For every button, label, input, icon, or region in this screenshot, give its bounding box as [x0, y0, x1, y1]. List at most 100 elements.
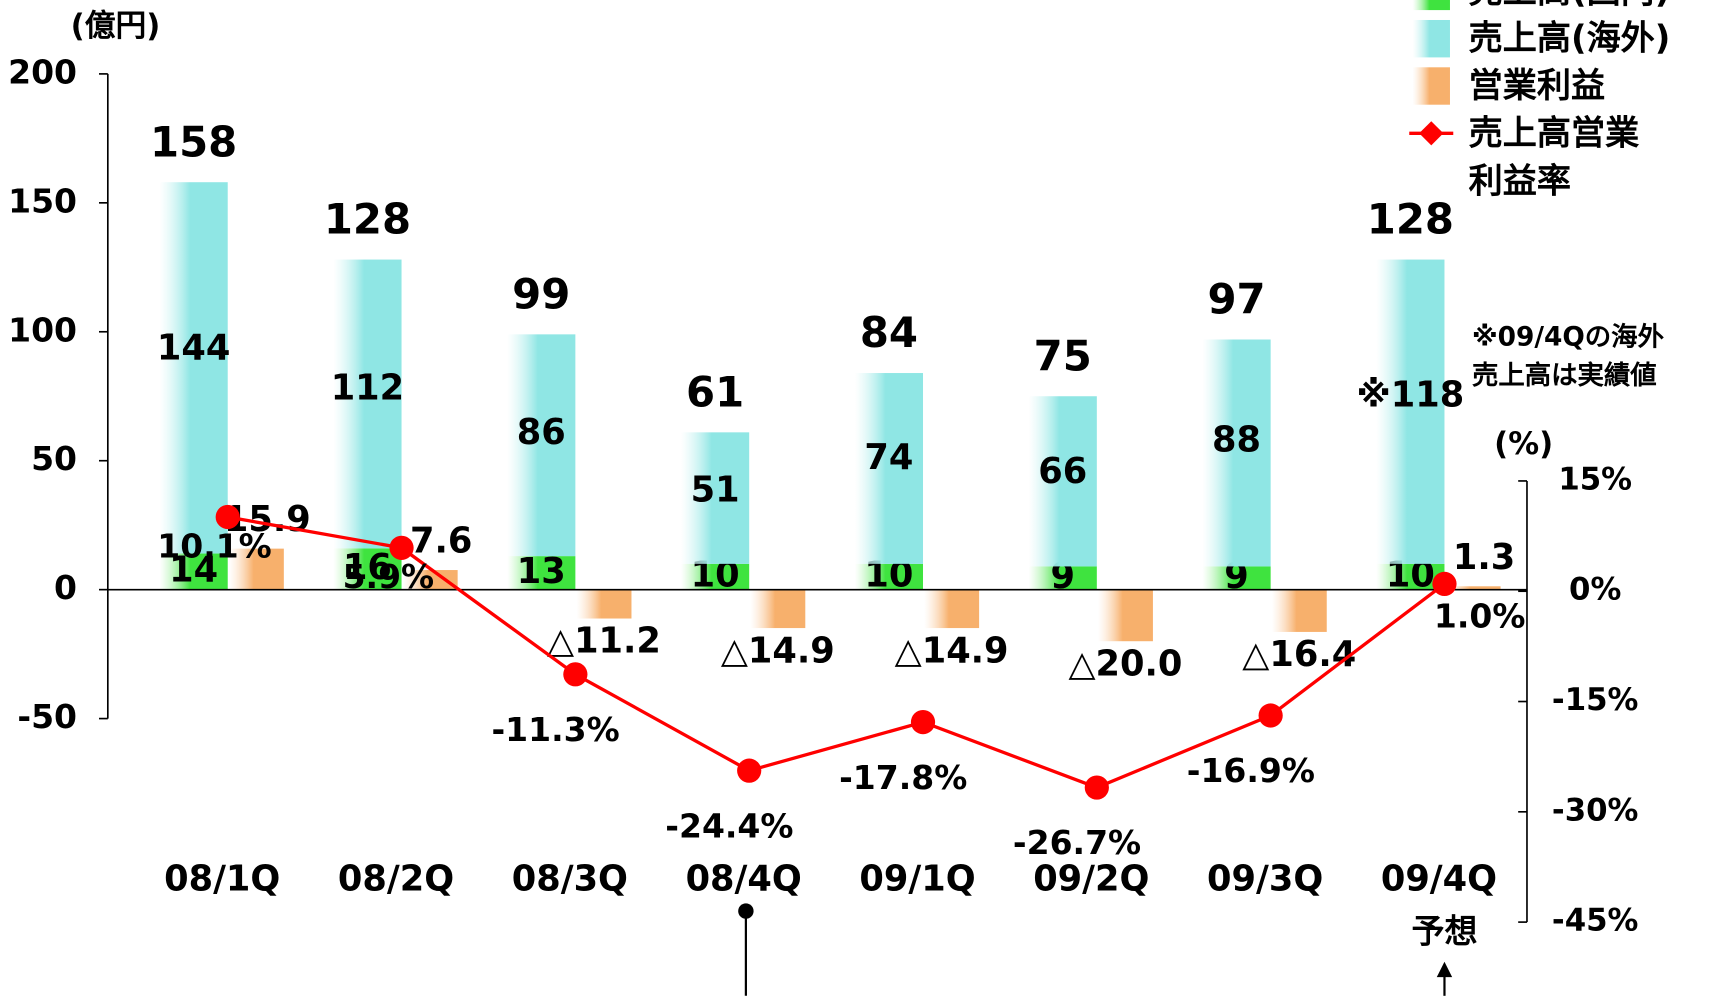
value-label: 74: [864, 437, 913, 478]
x-tick-label: 09/1Q: [859, 858, 975, 899]
total-label: 128: [1367, 195, 1454, 244]
value-label: △16.4: [1242, 634, 1356, 675]
value-label: 88: [1212, 420, 1261, 461]
value-label: 144: [157, 327, 230, 368]
bar-segment: [507, 334, 576, 557]
line-marker: [215, 504, 240, 530]
total-label: 158: [150, 117, 237, 166]
y2-tick-label: -15%: [1552, 682, 1639, 718]
line-marker: [389, 535, 414, 560]
bar: [750, 589, 806, 629]
value-label: 66: [1038, 451, 1087, 492]
bar: [1271, 589, 1327, 632]
value-label: △11.2: [547, 621, 661, 662]
y2-tick-label: -45%: [1552, 903, 1639, 939]
legend-item: 営業利益: [1468, 66, 1606, 106]
total-label: 128: [324, 195, 411, 244]
value-label: 1.3: [1453, 537, 1515, 578]
y2-tick-label: 15%: [1558, 461, 1632, 497]
value-label: -26.7%: [1013, 823, 1141, 862]
value-label: 5.9%: [343, 557, 435, 596]
line-marker: [737, 758, 762, 783]
bar-segment: [333, 259, 402, 549]
legend-label: 売上高営業利益率: [1468, 113, 1640, 202]
value-label: -16.9%: [1187, 751, 1315, 790]
bar-segment: [680, 432, 750, 564]
y-tick-label: 200: [8, 52, 77, 91]
value-label: 14: [169, 550, 218, 591]
legend-swatch: [1412, 0, 1450, 11]
total-label: 84: [860, 308, 918, 357]
bar-segment: [1202, 339, 1271, 567]
value-label: 112: [331, 368, 404, 409]
bar: [228, 548, 284, 590]
value-label: ※118: [1357, 374, 1465, 415]
x-tick-label: 08/1Q: [164, 858, 280, 899]
bar: [1445, 586, 1501, 590]
annotation: 売上高は実績値: [1472, 360, 1657, 391]
value-label: △14.9: [895, 630, 1009, 671]
unit-label: (億円): [71, 8, 161, 44]
total-label: 75: [1034, 331, 1092, 380]
y2-tick-label: -30%: [1552, 792, 1639, 828]
bar: [924, 589, 980, 629]
bar-segment: [159, 182, 228, 554]
bar: [576, 589, 632, 619]
value-label: 7.6: [410, 521, 472, 562]
value-label: 1.0%: [1434, 596, 1526, 635]
legend-item: 売上高(海外): [1468, 18, 1671, 59]
value-label: -24.4%: [665, 806, 793, 845]
bar-segment: [854, 373, 924, 564]
bar-segment: [1202, 566, 1271, 590]
y-tick-label: 100: [8, 310, 77, 349]
y-tick-label: 50: [31, 439, 77, 478]
bar: [402, 570, 458, 590]
bar-segment: [1028, 396, 1097, 567]
legend-item: 売上高営業利益率: [1468, 113, 1640, 202]
value-label: 16: [343, 547, 392, 588]
arrow-head: [1436, 961, 1453, 978]
total-label: 99: [512, 269, 570, 318]
y-tick-label: 150: [8, 181, 77, 220]
x-tick-label: 09/4Q: [1381, 858, 1497, 899]
y2-tick-label: 0%: [1569, 572, 1621, 608]
bar: [1097, 589, 1153, 642]
value-label: 10.1%: [157, 526, 272, 565]
bar-segment: [333, 548, 402, 590]
value-label: △14.9: [721, 630, 835, 671]
legend-swatch: [1412, 19, 1450, 58]
bar-segment: [507, 556, 576, 590]
annotation: ※09/4Qの海外: [1472, 321, 1665, 352]
legend-marker: [1419, 121, 1444, 146]
forecast-label: 予想: [1411, 912, 1477, 951]
line-marker: [563, 662, 588, 687]
y-tick-label: -50: [17, 697, 77, 736]
value-label: 51: [691, 470, 740, 511]
line-marker: [910, 710, 936, 735]
line-marker: [1084, 775, 1109, 800]
bar-segment: [1028, 566, 1097, 590]
bar-segment: [680, 563, 750, 590]
x-tick-label: 08/2Q: [338, 858, 454, 899]
line: [227, 515, 1446, 790]
x-tick-label: 08/4Q: [686, 858, 802, 899]
value-label: △20.0: [1068, 643, 1182, 684]
value-label: 13: [517, 551, 566, 592]
x-tick-label: 09/2Q: [1033, 858, 1149, 899]
bar-segment: [159, 553, 228, 590]
y-tick-label: 0: [54, 568, 77, 607]
x-tick-label: 08/3Q: [512, 858, 628, 899]
legend-label: 売上高(海外): [1468, 18, 1671, 59]
value-label: -17.8%: [839, 758, 967, 797]
y2-unit-label: (%): [1494, 426, 1553, 462]
legend-label: 売上高(国内): [1469, 0, 1725, 16]
x-tick-label: 09/3Q: [1207, 858, 1323, 899]
legend-label: 営業利益: [1468, 66, 1606, 106]
bar-segment: [1376, 259, 1445, 564]
total-label: 97: [1207, 275, 1265, 324]
legend-item: 売上高(国内): [1469, 0, 1725, 16]
value-label: 86: [517, 412, 566, 453]
value-label: -11.3%: [491, 710, 619, 749]
